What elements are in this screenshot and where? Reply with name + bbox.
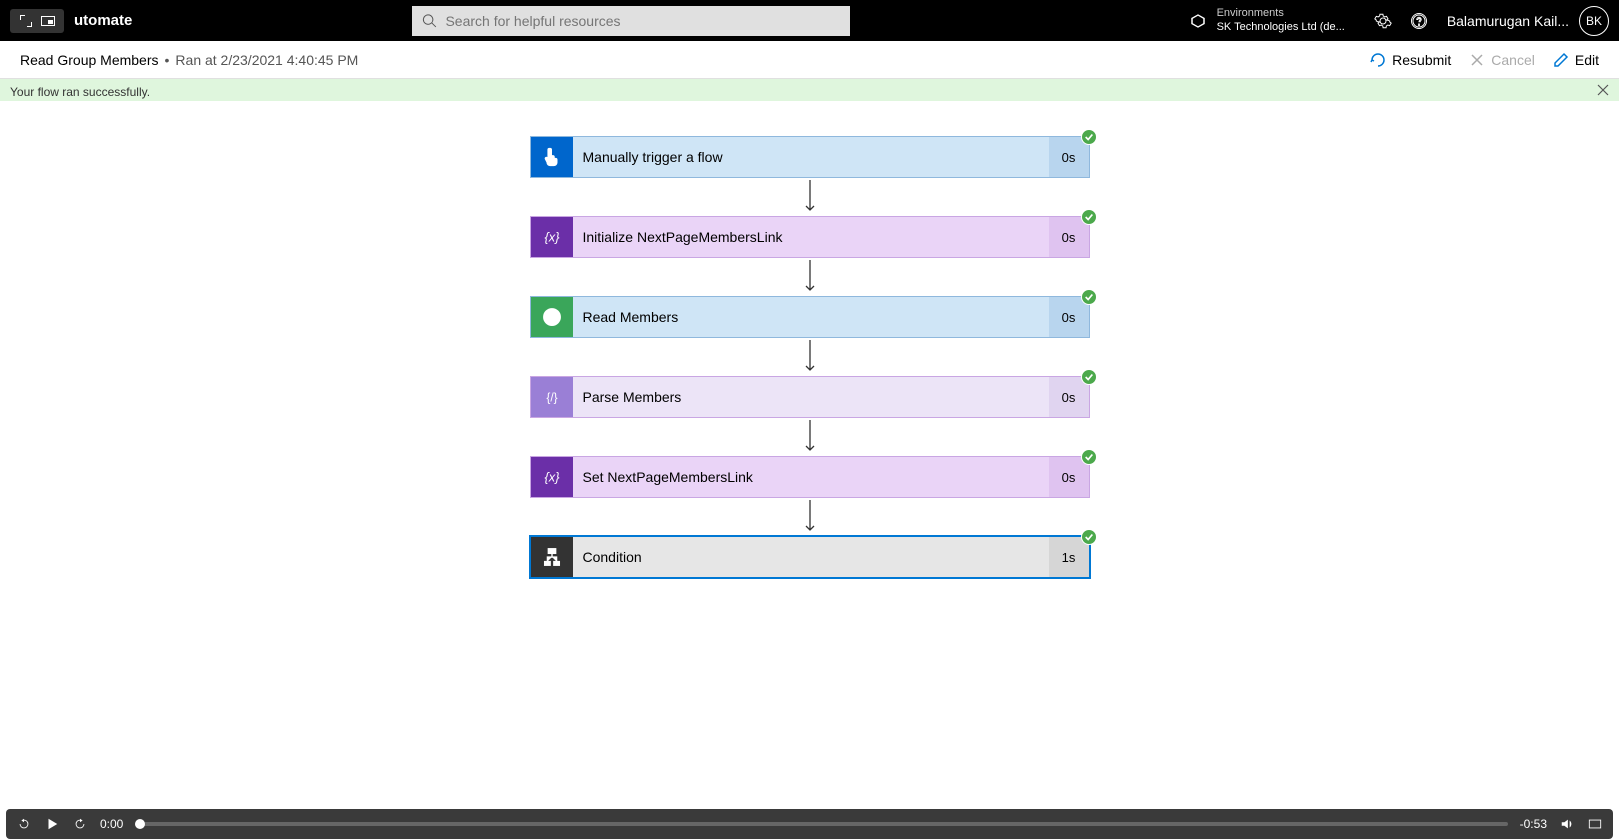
gear-icon xyxy=(1374,12,1392,30)
pencil-icon xyxy=(1553,52,1569,68)
step-duration: 0s xyxy=(1049,297,1089,337)
svg-text:{x}: {x} xyxy=(544,470,560,485)
rewind-icon xyxy=(17,817,31,831)
fullscreen-button[interactable] xyxy=(1587,816,1603,832)
avatar: BK xyxy=(1579,6,1609,36)
cancel-label: Cancel xyxy=(1491,52,1535,68)
volume-icon xyxy=(1560,817,1574,831)
pip-icon xyxy=(40,13,56,29)
fullscreen-icon xyxy=(1588,817,1602,831)
success-badge-icon xyxy=(1081,129,1097,145)
environment-name: SK Technologies Ltd (de... xyxy=(1217,21,1345,34)
step-duration: 0s xyxy=(1049,377,1089,417)
success-badge-icon xyxy=(1081,209,1097,225)
success-badge-icon xyxy=(1081,529,1097,545)
banner-message: Your flow ran successfully. xyxy=(10,85,150,99)
step-icon: {/} xyxy=(531,377,573,417)
rewind-button[interactable] xyxy=(16,816,32,832)
connector-arrow-icon xyxy=(803,338,817,376)
step-title: Parse Members xyxy=(573,377,1049,417)
step-icon: {x} xyxy=(531,457,573,497)
flow-step[interactable]: {x} Initialize NextPageMembersLink0s xyxy=(530,216,1090,258)
help-icon xyxy=(1410,12,1428,30)
user-menu[interactable]: Balamurugan Kail... BK xyxy=(1447,6,1609,36)
step-title: Initialize NextPageMembersLink xyxy=(573,217,1049,257)
svg-text:{x}: {x} xyxy=(544,230,560,245)
app-header: utomate Environments SK Technologies Ltd… xyxy=(0,0,1619,41)
run-separator: • xyxy=(165,52,170,68)
connector-arrow-icon xyxy=(803,418,817,456)
cancel-button: Cancel xyxy=(1469,52,1535,68)
step-icon xyxy=(531,137,573,177)
volume-button[interactable] xyxy=(1559,816,1575,832)
environment-label: Environments xyxy=(1217,7,1345,20)
connector-arrow-icon xyxy=(803,178,817,216)
step-icon xyxy=(531,537,573,577)
flow-step[interactable]: Manually trigger a flow0s xyxy=(530,136,1090,178)
search-box[interactable] xyxy=(412,6,850,36)
play-icon xyxy=(45,817,59,831)
progress-thumb[interactable] xyxy=(135,819,145,829)
flow-step[interactable]: {/} Parse Members0s xyxy=(530,376,1090,418)
remaining-time: -0:53 xyxy=(1520,817,1547,831)
close-icon xyxy=(1469,52,1485,68)
environment-icon xyxy=(1189,12,1207,30)
step-duration: 0s xyxy=(1049,457,1089,497)
flow-name: Read Group Members xyxy=(20,52,159,68)
flow-step[interactable]: {x} Set NextPageMembersLink0s xyxy=(530,456,1090,498)
success-badge-icon xyxy=(1081,369,1097,385)
connector-arrow-icon xyxy=(803,258,817,296)
edit-label: Edit xyxy=(1575,52,1599,68)
connector-arrow-icon xyxy=(803,498,817,536)
flow-step[interactable]: Read Members0s xyxy=(530,296,1090,338)
step-icon xyxy=(531,297,573,337)
user-name: Balamurugan Kail... xyxy=(1447,13,1569,29)
expand-icon xyxy=(18,13,34,29)
search-input[interactable] xyxy=(445,13,840,29)
progress-bar[interactable] xyxy=(135,822,1507,826)
resubmit-button[interactable]: Resubmit xyxy=(1370,52,1451,68)
success-badge-icon xyxy=(1081,289,1097,305)
video-player: 0:00 -0:53 xyxy=(6,809,1613,839)
step-duration: 1s xyxy=(1049,537,1089,577)
success-badge-icon xyxy=(1081,449,1097,465)
step-title: Manually trigger a flow xyxy=(573,137,1049,177)
forward-button[interactable] xyxy=(72,816,88,832)
banner-close-button[interactable] xyxy=(1597,84,1609,99)
window-controls[interactable] xyxy=(10,9,64,33)
forward-icon xyxy=(73,817,87,831)
step-title: Condition xyxy=(573,537,1049,577)
step-title: Read Members xyxy=(573,297,1049,337)
environment-picker[interactable]: Environments SK Technologies Ltd (de... xyxy=(1189,7,1345,33)
resubmit-label: Resubmit xyxy=(1392,52,1451,68)
step-icon: {x} xyxy=(531,217,573,257)
refresh-icon xyxy=(1370,52,1386,68)
flow-step[interactable]: Condition1s xyxy=(530,536,1090,578)
current-time: 0:00 xyxy=(100,817,123,831)
flow-canvas: Manually trigger a flow0s{x}Initialize N… xyxy=(0,101,1619,809)
svg-text:{/}: {/} xyxy=(546,391,557,405)
close-icon xyxy=(1597,84,1609,96)
run-subheader: Read Group Members • Ran at 2/23/2021 4:… xyxy=(0,41,1619,79)
play-button[interactable] xyxy=(44,816,60,832)
step-duration: 0s xyxy=(1049,137,1089,177)
edit-button[interactable]: Edit xyxy=(1553,52,1599,68)
search-icon xyxy=(422,13,437,29)
app-name: utomate xyxy=(74,12,132,29)
run-timestamp: Ran at 2/23/2021 4:40:45 PM xyxy=(175,52,358,68)
step-duration: 0s xyxy=(1049,217,1089,257)
help-button[interactable] xyxy=(1405,7,1433,35)
settings-button[interactable] xyxy=(1369,7,1397,35)
step-title: Set NextPageMembersLink xyxy=(573,457,1049,497)
